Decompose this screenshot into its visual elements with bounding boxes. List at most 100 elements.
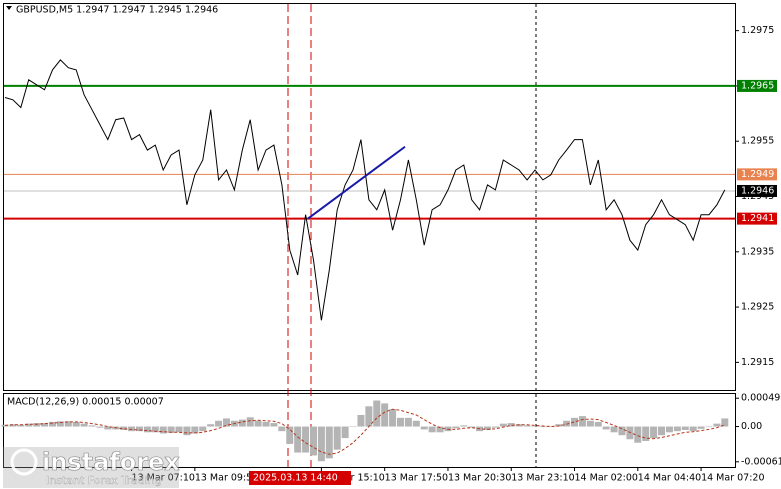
- histogram-bar: [167, 426, 175, 433]
- histogram-bar: [349, 426, 357, 428]
- trend-line: [307, 145, 406, 220]
- main-layer: [4, 59, 735, 321]
- histogram-bar: [317, 426, 325, 462]
- histogram-bar: [713, 423, 721, 427]
- histogram-bar: [665, 426, 673, 433]
- macd-title: MACD(12,26,9) 0.00015 0.00007: [7, 397, 164, 408]
- x-tick-label: 14 Mar 02:00: [575, 473, 638, 484]
- histogram-bar: [484, 426, 492, 430]
- histogram-bar: [270, 423, 278, 427]
- histogram-bar: [689, 426, 697, 432]
- current-label: 1.2946: [741, 185, 774, 196]
- histogram-bar: [491, 426, 499, 428]
- histogram-bar: [523, 425, 531, 427]
- y-tick-label: 1.2915: [741, 357, 774, 368]
- histogram-bar: [151, 426, 159, 433]
- histogram-bar: [373, 400, 381, 427]
- histogram-bar: [705, 426, 713, 428]
- histogram-bar: [571, 417, 579, 427]
- histogram-bar: [650, 426, 658, 439]
- cursor-label-bg: [249, 471, 351, 485]
- level-label: 1.2949: [741, 169, 774, 180]
- histogram-bar: [539, 426, 547, 428]
- histogram-bar: [634, 426, 642, 443]
- histogram-bar: [365, 406, 373, 427]
- histogram-bar: [381, 403, 389, 427]
- x-tick-label: 14 Mar 04:40: [638, 473, 701, 484]
- histogram-bar: [262, 421, 270, 427]
- histogram-bar: [697, 426, 705, 429]
- y-tick-label: 1.2925: [741, 302, 774, 313]
- histogram-bar: [515, 424, 523, 427]
- histogram-bar: [96, 426, 104, 428]
- histogram-bar: [191, 426, 199, 434]
- histogram-bar: [88, 425, 96, 427]
- chart-title: GBPUSD,M5 1.2947 1.2947 1.2945 1.2946: [16, 5, 218, 16]
- histogram-bar: [120, 426, 128, 430]
- histogram-bar: [397, 417, 404, 427]
- histogram-bar: [302, 426, 310, 453]
- histogram-bar: [159, 426, 167, 434]
- histogram-bar: [602, 426, 610, 430]
- histogram-bar: [238, 419, 246, 427]
- histogram-bar: [222, 418, 230, 427]
- histogram-bar: [143, 426, 151, 433]
- level-label: 1.2941: [741, 213, 774, 224]
- histogram-bar: [404, 417, 412, 427]
- y-tick-label: 1.2935: [741, 246, 774, 257]
- histogram-bar: [294, 426, 302, 453]
- histogram-bar: [341, 426, 349, 439]
- y-tick-label: 1.2955: [741, 136, 774, 147]
- histogram-bar: [507, 423, 515, 427]
- cursor-label: 2025.03.13 14:40: [253, 473, 338, 484]
- histogram-bar: [547, 426, 555, 428]
- histogram-bar: [681, 426, 689, 430]
- histogram-bar: [41, 423, 49, 427]
- histogram-bar: [586, 420, 594, 427]
- brand: instaforex: [42, 448, 180, 476]
- x-tick-label: 13 Mar 15:10: [321, 473, 384, 484]
- level-label-bg: [737, 212, 777, 225]
- histogram-bar: [468, 426, 476, 428]
- histogram-bar: [436, 426, 444, 433]
- histogram-bar: [104, 426, 112, 430]
- histogram-bar: [1, 424, 9, 427]
- histogram-bar: [17, 424, 25, 427]
- histogram-bar: [531, 426, 539, 428]
- tagline: Instant Forex Trading: [46, 474, 162, 487]
- histogram-bar: [64, 421, 72, 427]
- histogram-bar: [389, 409, 397, 427]
- histogram-bar: [420, 426, 428, 430]
- histogram-bar: [56, 421, 64, 427]
- axes-layer: 1.29151.29251.29351.29451.29551.29651.29…: [131, 25, 781, 485]
- y-tick-label: -0.00061: [741, 456, 781, 467]
- histogram-bar: [626, 426, 634, 440]
- histogram-bar: [175, 426, 183, 433]
- histogram-bar: [444, 426, 452, 432]
- histogram-bar: [215, 420, 223, 427]
- level-label-bg: [737, 79, 777, 92]
- histogram-bar: [452, 426, 460, 429]
- histogram-bar: [25, 423, 33, 427]
- histogram-bar: [499, 423, 507, 427]
- histogram-bar: [578, 416, 586, 427]
- histogram-bar: [286, 426, 294, 444]
- histogram-bar: [673, 426, 681, 432]
- y-tick-label: 0.00: [741, 421, 762, 432]
- level-label: 1.2965: [741, 80, 774, 91]
- histogram-bar: [9, 424, 17, 427]
- histogram-bar: [325, 426, 333, 459]
- x-tick-label: 13 Mar 09:50: [195, 473, 258, 484]
- x-tick-label: 13 Mar 20:30: [448, 473, 511, 484]
- histogram-bar: [183, 426, 191, 436]
- histogram-bar: [610, 426, 618, 433]
- macd-layer: [1, 400, 729, 462]
- histogram-bar: [278, 426, 286, 432]
- x-tick-label: 13 Mar 23:10: [511, 473, 574, 484]
- histogram-bar: [594, 421, 602, 427]
- histogram-bar: [309, 426, 317, 456]
- histogram-bar: [128, 426, 136, 432]
- level-label-bg: [737, 168, 777, 181]
